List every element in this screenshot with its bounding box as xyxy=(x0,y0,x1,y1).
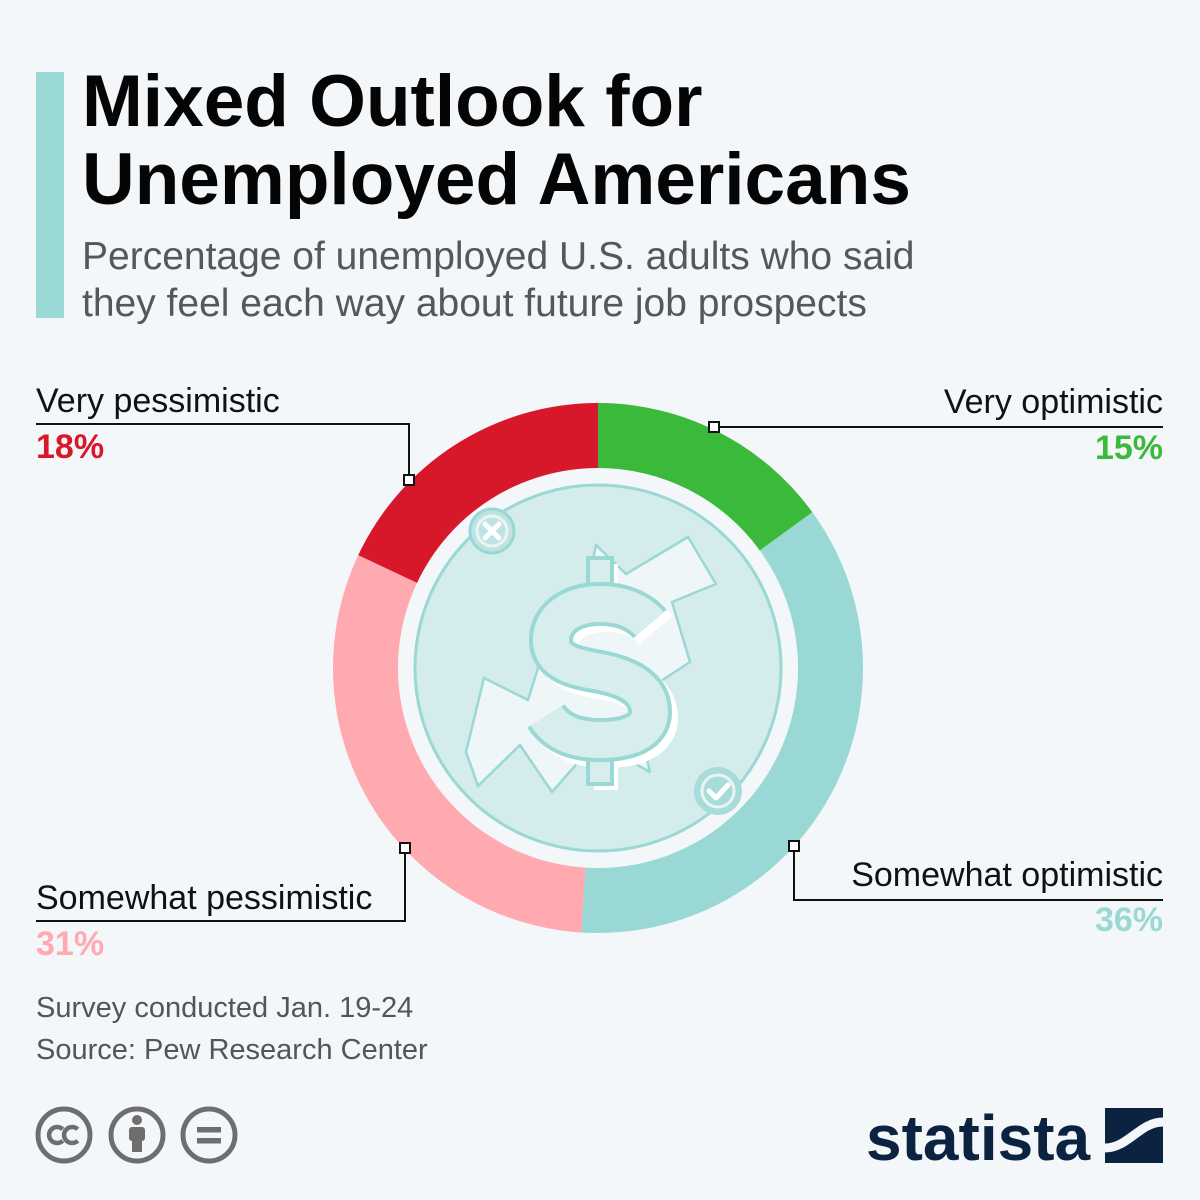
chart-subtitle-line-2: they feel each way about future job pros… xyxy=(82,282,867,325)
data-label-somewhat-pessimistic: 31% xyxy=(36,925,105,963)
check-circle-ring xyxy=(700,773,736,809)
dollar-sign-icon xyxy=(527,556,679,790)
leader-lines xyxy=(36,423,1163,922)
statista-logo-swoosh xyxy=(1104,1117,1164,1153)
statista-logo-icon xyxy=(1104,1108,1164,1163)
footer-notes: Survey conducted Jan. 19-24 Source: Pew … xyxy=(36,987,428,1071)
leader-markers xyxy=(399,421,800,854)
chart-subtitle: Percentage of unemployed U.S. adults who… xyxy=(82,233,915,327)
marker-somewhat-optimistic xyxy=(788,840,800,852)
attribution-icon-legs xyxy=(132,1139,142,1152)
slice-very-pessimistic xyxy=(358,403,598,583)
x-circle-icon xyxy=(468,507,516,555)
license-icons xyxy=(35,1106,238,1164)
no-derivatives-icon-ring xyxy=(180,1106,238,1164)
leader-line-somewhat-optimistic xyxy=(793,846,1163,901)
chart-title-line-2: Unemployed Americans xyxy=(82,139,911,220)
check-circle-icon xyxy=(694,767,742,815)
marker-very-optimistic xyxy=(708,421,720,433)
slice-somewhat-pessimistic xyxy=(332,555,586,933)
marker-somewhat-pessimistic xyxy=(399,842,411,854)
chart-subtitle-line-1: Percentage of unemployed U.S. adults who… xyxy=(82,235,915,278)
data-label-very-pessimistic: 18% xyxy=(36,428,105,466)
no-derivatives-icon-bar-bottom xyxy=(197,1138,221,1144)
category-label-very-optimistic: Very optimistic xyxy=(943,383,1163,421)
cc-icon xyxy=(35,1106,93,1164)
attribution-icon-body xyxy=(129,1127,145,1141)
attribution-icon-head xyxy=(132,1115,142,1125)
slice-very-optimistic xyxy=(598,403,813,551)
category-label-very-pessimistic: Very pessimistic xyxy=(36,382,280,420)
accent-bar xyxy=(36,72,64,318)
chart-title: Mixed Outlook for Unemployed Americans xyxy=(82,63,911,219)
data-label-somewhat-optimistic: 36% xyxy=(1094,901,1163,939)
data-label-very-optimistic: 15% xyxy=(1094,429,1163,467)
category-label-somewhat-optimistic: Somewhat optimistic xyxy=(851,856,1163,894)
leader-line-somewhat-pessimistic xyxy=(36,848,406,922)
x-circle-ring xyxy=(475,514,509,548)
category-label-somewhat-pessimistic: Somewhat pessimistic xyxy=(36,879,373,917)
attribution-icon xyxy=(108,1106,166,1164)
money-illustration xyxy=(413,483,783,853)
chart-title-line-1: Mixed Outlook for xyxy=(82,61,703,142)
no-derivatives-icon-bar-top xyxy=(197,1127,221,1133)
donut-slices xyxy=(332,403,864,934)
no-derivatives-icon xyxy=(180,1106,238,1164)
statista-wordmark: statista xyxy=(866,1102,1091,1174)
dollar-s-fill xyxy=(530,585,669,759)
x-mark xyxy=(482,521,502,541)
cc-icon-c1 xyxy=(46,1124,65,1146)
cc-icon-c2 xyxy=(61,1124,80,1146)
check-mark xyxy=(706,782,731,801)
leader-line-very-pessimistic xyxy=(36,423,410,480)
source-note: Source: Pew Research Center xyxy=(36,1034,428,1066)
slice-somewhat-optimistic xyxy=(581,512,864,934)
survey-note: Survey conducted Jan. 19-24 xyxy=(36,992,414,1024)
marker-very-pessimistic xyxy=(403,474,415,486)
